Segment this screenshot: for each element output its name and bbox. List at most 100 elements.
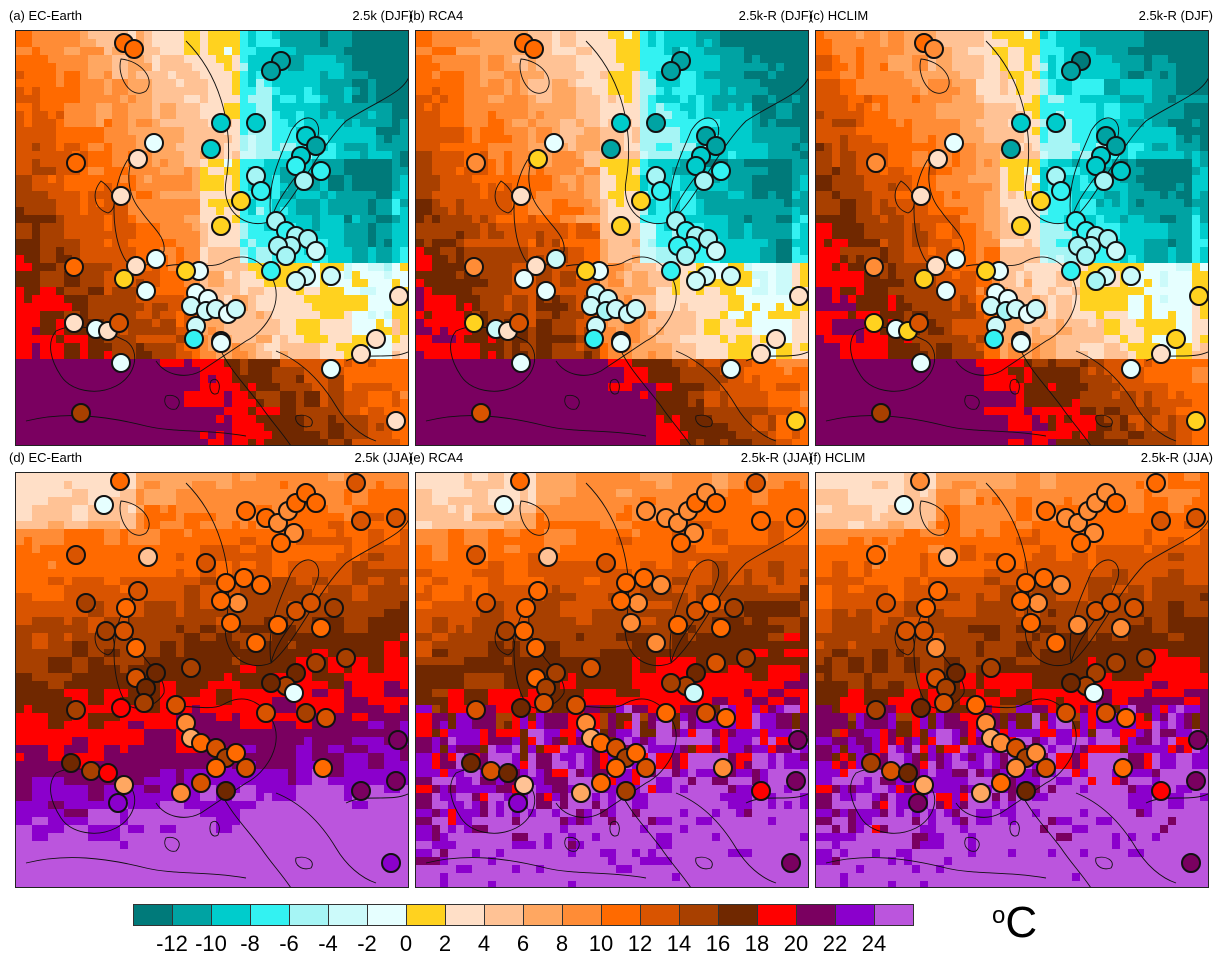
station-marker xyxy=(646,113,666,133)
colorbar-swatch xyxy=(718,904,758,926)
station-marker xyxy=(306,493,326,513)
station-marker xyxy=(706,241,726,261)
station-marker xyxy=(934,693,954,713)
station-marker xyxy=(601,139,621,159)
map-panel: (c) HCLIM 2.5k-R (DJF) xyxy=(809,8,1213,446)
colorbar-swatch xyxy=(250,904,290,926)
station-marker xyxy=(1076,246,1096,266)
station-marker xyxy=(1031,191,1051,211)
station-marker xyxy=(1094,171,1114,191)
station-marker xyxy=(788,730,808,750)
station-markers xyxy=(461,473,808,873)
station-marker xyxy=(61,753,81,773)
station-marker xyxy=(108,793,128,813)
station-marker xyxy=(706,653,726,673)
colorbar-swatch xyxy=(679,904,719,926)
station-marker xyxy=(64,313,84,333)
station-marker xyxy=(711,161,731,181)
station-marker xyxy=(661,61,681,81)
station-marker xyxy=(661,673,681,693)
station-markers xyxy=(861,473,1208,873)
station-marker xyxy=(311,618,331,638)
station-marker xyxy=(111,186,131,206)
map-panel: (b) RCA4 2.5k-R (DJF) xyxy=(409,8,813,446)
panel-resolution-label: 2.5k-R (JJA) xyxy=(1140,450,1213,465)
station-marker xyxy=(976,261,996,281)
station-marker xyxy=(246,633,266,653)
station-marker xyxy=(946,249,966,269)
panel-resolution-label: 2.5k-R (JJA) xyxy=(740,450,813,465)
station-marker xyxy=(636,758,656,778)
station-marker xyxy=(1111,618,1131,638)
station-marker xyxy=(128,581,148,601)
station-marker xyxy=(226,299,246,319)
station-marker xyxy=(126,638,146,658)
station-marker xyxy=(1046,113,1066,133)
station-marker xyxy=(389,286,408,306)
station-marker xyxy=(1086,271,1106,291)
station-marker xyxy=(786,411,806,431)
station-marker xyxy=(606,758,626,778)
station-marker xyxy=(910,473,930,491)
station-marker xyxy=(866,700,886,720)
station-marker xyxy=(511,186,531,206)
station-marker xyxy=(911,186,931,206)
station-marker xyxy=(181,658,201,678)
station-marker xyxy=(226,743,246,763)
station-marker xyxy=(634,568,654,588)
station-marker xyxy=(166,695,186,715)
map-panel: (f) HCLIM 2.5k-R (JJA) xyxy=(809,450,1213,888)
station-marker xyxy=(996,553,1016,573)
station-marker xyxy=(671,533,691,553)
station-marker xyxy=(981,658,1001,678)
station-marker xyxy=(1166,329,1186,349)
station-marker xyxy=(509,313,529,333)
station-marker xyxy=(894,495,914,515)
station-marker xyxy=(1034,568,1054,588)
station-marker xyxy=(1106,136,1126,156)
station-marker xyxy=(914,269,934,289)
station-marker xyxy=(211,333,231,353)
map-canvas xyxy=(16,473,408,887)
panel-title: (b) RCA4 xyxy=(409,8,464,23)
station-marker xyxy=(526,256,546,276)
station-marker xyxy=(211,216,231,236)
colorbar-tick-label: 22 xyxy=(822,931,848,956)
station-marker xyxy=(1028,593,1048,613)
station-marker xyxy=(876,593,896,613)
station-marker xyxy=(471,403,491,423)
colorbar-tick-label: -8 xyxy=(240,931,260,956)
station-marker xyxy=(256,703,276,723)
station-marker xyxy=(924,39,944,59)
station-marker xyxy=(538,547,558,567)
station-marker xyxy=(971,783,991,803)
station-marker xyxy=(128,149,148,169)
station-marker xyxy=(236,758,256,778)
colorbar-tick-label: 2 xyxy=(438,931,452,956)
colorbar-tick-label: -4 xyxy=(318,931,338,956)
station-marker xyxy=(1026,299,1046,319)
station-marker xyxy=(381,853,401,873)
station-marker xyxy=(301,593,321,613)
station-marker xyxy=(626,743,646,763)
station-marker xyxy=(231,191,251,211)
station-marker xyxy=(789,286,808,306)
station-marker xyxy=(966,695,986,715)
station-marker xyxy=(621,613,641,633)
station-marker xyxy=(211,591,231,611)
colorbar-tick-label: 16 xyxy=(705,931,731,956)
coastlines xyxy=(425,482,808,887)
station-marker xyxy=(1061,61,1081,81)
station-marker xyxy=(261,673,281,693)
station-marker xyxy=(286,663,306,683)
colorbar-swatch xyxy=(172,904,212,926)
station-marker xyxy=(176,261,196,281)
panel-title: (e) RCA4 xyxy=(409,450,464,465)
station-marker xyxy=(686,271,706,291)
station-marker xyxy=(216,573,236,593)
colorbar-swatch xyxy=(328,904,368,926)
station-marker xyxy=(676,246,696,266)
map-canvas xyxy=(16,31,408,445)
station-markers xyxy=(864,33,1208,431)
station-marker xyxy=(1011,333,1031,353)
